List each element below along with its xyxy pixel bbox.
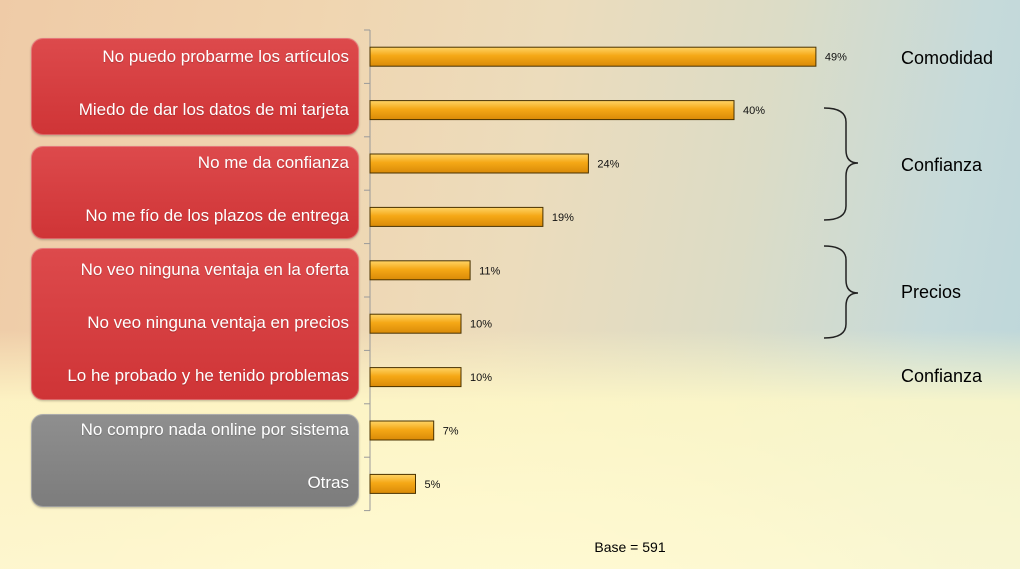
group-label-comodidad: Comodidad	[901, 48, 994, 68]
data-label: 24%	[597, 159, 619, 171]
bar	[369, 46, 817, 67]
group-label-confianza: Confianza	[901, 155, 983, 175]
data-label: 19%	[552, 212, 574, 224]
base-note: Base = 591	[594, 539, 666, 555]
data-label: 10%	[470, 372, 492, 384]
category-label: No me da confianza	[197, 153, 349, 172]
bracket-precios	[823, 245, 859, 339]
label-group-confianza-box	[31, 146, 359, 239]
data-label: 5%	[425, 479, 441, 491]
bar	[369, 206, 544, 227]
bar	[369, 100, 735, 121]
bar	[369, 473, 416, 494]
bar	[369, 260, 471, 281]
category-label: No compro nada online por sistema	[80, 420, 349, 439]
bar	[369, 420, 435, 441]
label-group-comodidad-box	[31, 38, 359, 135]
data-label: 7%	[443, 426, 459, 438]
group-label-confianza-2: Confianza	[901, 366, 983, 386]
category-label: Miedo de dar los datos de mi tarjeta	[78, 100, 349, 119]
group-label-precios: Precios	[901, 282, 962, 302]
label-group-precios-box	[31, 248, 359, 400]
data-label: 49%	[825, 52, 847, 64]
category-label: No puedo probarme los artículos	[102, 47, 349, 66]
bracket-confianza	[823, 107, 859, 221]
label-group-otras-box	[31, 414, 359, 507]
category-label: Lo he probado y he tenido problemas	[67, 366, 349, 385]
data-label: 10%	[470, 319, 492, 331]
data-label: 11%	[479, 265, 500, 277]
bar	[369, 153, 589, 174]
data-label: 40%	[743, 105, 765, 117]
category-label: No me fío de los plazos de entrega	[85, 206, 349, 225]
category-label: Otras	[307, 473, 349, 492]
bar	[369, 313, 462, 334]
category-label: No veo ninguna ventaja en precios	[87, 313, 349, 332]
category-label: No veo ninguna ventaja en la oferta	[80, 260, 349, 279]
bar	[369, 367, 462, 388]
